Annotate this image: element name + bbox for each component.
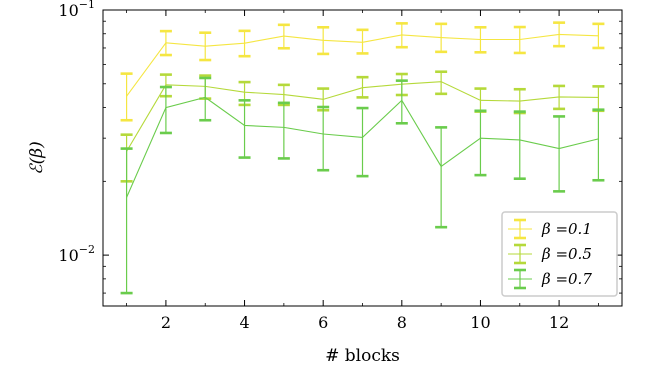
axes: 2 4 6 8 10 12 10−2 10−1 # blocks ℰ(β) xyxy=(27,0,623,366)
x-tick-label: 4 xyxy=(239,313,249,332)
x-tick-label: 6 xyxy=(318,313,328,332)
x-tick-label: 10 xyxy=(470,313,490,332)
x-tick-label: 2 xyxy=(161,313,171,332)
legend-label: β =0.1 xyxy=(541,220,592,238)
x-tick-label: 12 xyxy=(549,313,569,332)
series-0 xyxy=(120,21,605,122)
x-axis-label: # blocks xyxy=(325,346,400,366)
y-tick-label: 10−1 xyxy=(58,0,95,20)
legend-box xyxy=(501,211,618,297)
y-tick-label: 10−2 xyxy=(58,243,95,265)
legend: β =0.1 β =0.5 β =0.7 xyxy=(501,211,618,297)
series-line xyxy=(126,96,599,198)
series-2 xyxy=(120,76,605,295)
plot-marks xyxy=(120,21,605,295)
series-line xyxy=(126,33,599,97)
legend-label: β =0.5 xyxy=(541,245,592,263)
x-tick-label: 8 xyxy=(397,313,407,332)
y-axis-label: ℰ(β) xyxy=(27,141,47,174)
legend-label: β =0.7 xyxy=(541,270,592,288)
